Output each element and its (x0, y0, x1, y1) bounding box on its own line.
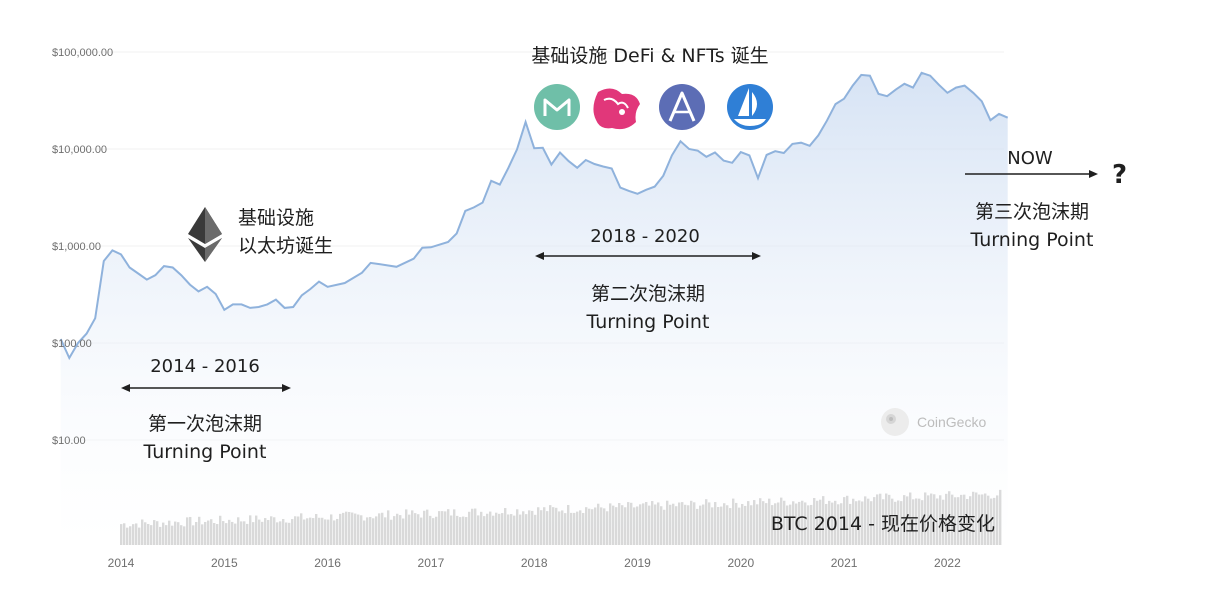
cycle3-label: 第三次泡沫期 Turning Point (932, 198, 1132, 254)
x-tick-label: 2016 (314, 556, 341, 570)
x-axis-ticks: 2014 2015 2016 2017 2018 2019 2020 2021 2022 (108, 556, 961, 570)
y-axis-ticks: $100,000.00 $10,000.00 $1,000.00 $100.00 $10… (52, 47, 113, 447)
question-mark: ? (1112, 160, 1128, 190)
range-arrow-2014-2016 (121, 384, 291, 392)
now-arrow (965, 170, 1098, 178)
eth-annotation-line2: 以太坊诞生 (238, 235, 334, 257)
cycle3-turning-point: Turning Point (970, 229, 1094, 251)
volume-label: BTC 2014 - 现在价格变化 (771, 513, 995, 535)
x-tick-label: 2019 (624, 556, 651, 570)
cycle2-name: 第二次泡沫期 (590, 283, 705, 305)
uniswap-icon (593, 88, 640, 130)
coingecko-watermark: CoinGecko (917, 414, 986, 430)
opensea-icon (727, 84, 773, 130)
defi-annotation-title: 基础设施 DeFi & NFTs 诞生 (531, 45, 769, 67)
cycle2-turning-point: Turning Point (586, 311, 710, 333)
x-tick-label: 2015 (211, 556, 238, 570)
x-tick-label: 2022 (934, 556, 961, 570)
cycle2-label: 第二次泡沫期 Turning Point (548, 280, 748, 336)
aave-icon (659, 84, 705, 130)
y-tick-label: $1,000.00 (52, 241, 101, 253)
cycle1-turning-point: Turning Point (143, 441, 267, 463)
ethereum-icon (188, 207, 222, 262)
price-line (59, 71, 1009, 361)
x-tick-label: 2021 (831, 556, 858, 570)
cycle1-label: 第一次泡沫期 Turning Point (105, 410, 305, 466)
range-arrow-2018-2020 (535, 252, 761, 260)
x-tick-label: 2017 (418, 556, 445, 570)
cycle3-name: 第三次泡沫期 (974, 201, 1089, 223)
cycle1-years: 2014 - 2016 (150, 356, 260, 377)
y-tick-label: $10.00 (52, 435, 86, 447)
coingecko-logo-icon (881, 408, 909, 436)
y-tick-label: $10,000.00 (52, 144, 107, 156)
x-tick-label: 2018 (521, 556, 548, 570)
maker-icon (534, 84, 580, 130)
y-tick-label: $100.00 (52, 338, 92, 350)
cycle1-name: 第一次泡沫期 (147, 413, 262, 435)
now-label: NOW (1007, 148, 1053, 169)
eth-annotation-line1: 基础设施 (238, 207, 315, 229)
eth-annotation: 基础设施 以太坊诞生 (238, 204, 333, 260)
x-tick-label: 2014 (108, 556, 135, 570)
cycle2-years: 2018 - 2020 (590, 226, 700, 247)
x-tick-label: 2020 (727, 556, 754, 570)
price-area (60, 72, 1008, 546)
y-tick-label: $100,000.00 (52, 47, 113, 59)
